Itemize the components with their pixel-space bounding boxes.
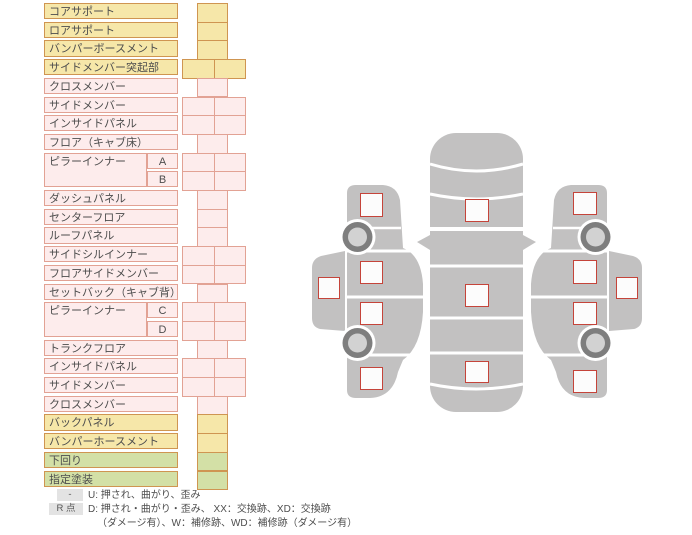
part-label: ルーフパネル	[44, 227, 178, 244]
damage-cell[interactable]	[182, 152, 215, 173]
damage-cell[interactable]	[197, 21, 228, 42]
part-label: インサイドパネル	[44, 358, 178, 375]
part-sub-label: A	[147, 152, 178, 169]
damage-cell[interactable]	[182, 59, 215, 79]
right-front-door-marker[interactable]	[573, 260, 597, 284]
part-label: バックパネル	[44, 414, 178, 431]
part-label: コアサポート	[44, 3, 178, 20]
damage-cell[interactable]	[182, 171, 215, 191]
part-label: ロアサポート	[44, 21, 178, 38]
right-rear-door-marker[interactable]	[573, 302, 597, 325]
damage-cell[interactable]	[197, 208, 228, 229]
hood-marker[interactable]	[465, 199, 489, 222]
legend-badge-rpoint: R 点	[49, 503, 83, 515]
damage-cell[interactable]	[182, 320, 215, 341]
part-sub-label: B	[147, 171, 178, 188]
part-label: 指定塗装	[44, 470, 178, 487]
damage-cell[interactable]	[197, 414, 228, 435]
damage-cell[interactable]	[182, 358, 215, 378]
part-label: ピラーインナー	[44, 152, 147, 188]
damage-cell[interactable]	[197, 395, 228, 416]
part-label: ピラーインナー	[44, 302, 147, 338]
damage-cell[interactable]	[182, 246, 215, 266]
damage-cell[interactable]	[197, 190, 228, 210]
part-sub-label: C	[147, 302, 178, 319]
damage-cell[interactable]	[182, 377, 215, 397]
part-label: バンパーボースメント	[44, 40, 178, 57]
right-front-fender-marker[interactable]	[573, 192, 597, 215]
part-label: フロア（キャブ床）	[44, 133, 178, 151]
part-label: サイドメンバー	[44, 377, 178, 394]
damage-cell[interactable]	[197, 283, 228, 304]
damage-cell[interactable]	[197, 3, 228, 23]
damage-cell[interactable]	[182, 115, 215, 135]
damage-cell[interactable]	[214, 302, 246, 322]
part-label: サイドメンバー	[44, 96, 178, 113]
part-label: 下回り	[44, 451, 178, 468]
damage-cell[interactable]	[214, 377, 246, 397]
part-label: フロアサイドメンバー	[44, 264, 178, 281]
damage-cell[interactable]	[214, 96, 246, 117]
damage-cell[interactable]	[197, 133, 228, 154]
damage-cell[interactable]	[214, 59, 246, 79]
legend-text-d: D: 押され・曲がり・歪み、 XX：交換跡、XD：交換跡	[88, 504, 331, 515]
damage-cell[interactable]	[214, 264, 246, 285]
part-label: バンパーホースメント	[44, 433, 178, 450]
damage-cell[interactable]	[197, 40, 228, 61]
left-rear-fender-marker[interactable]	[360, 367, 383, 390]
right-rear-fender-marker[interactable]	[573, 370, 597, 393]
left-sill-marker[interactable]	[318, 277, 340, 299]
left-front-fender-marker[interactable]	[360, 193, 383, 217]
damage-cell[interactable]	[197, 77, 228, 98]
damage-cell[interactable]	[197, 470, 228, 491]
damage-cell[interactable]	[197, 339, 228, 360]
part-label: クロスメンバー	[44, 395, 178, 412]
part-label: ダッシュパネル	[44, 190, 178, 207]
damage-cell[interactable]	[214, 246, 246, 266]
trunk-marker[interactable]	[465, 361, 489, 383]
part-label: サイドメンバー突起部	[44, 59, 178, 76]
damage-cell[interactable]	[214, 171, 246, 191]
damage-cell[interactable]	[182, 264, 215, 285]
part-sub-label: D	[147, 320, 178, 338]
damage-cell[interactable]	[214, 152, 246, 173]
damage-cell[interactable]	[182, 96, 215, 117]
part-label: トランクフロア	[44, 339, 178, 356]
legend-badge-normal: -	[57, 489, 83, 501]
part-label: セットバック（キャブ背）	[44, 283, 178, 300]
left-rear-door-marker[interactable]	[360, 302, 383, 325]
damage-cell[interactable]	[182, 302, 215, 322]
right-sill-marker[interactable]	[616, 277, 638, 299]
part-label: インサイドパネル	[44, 115, 178, 132]
damage-cell[interactable]	[197, 227, 228, 248]
part-label: センターフロア	[44, 208, 178, 225]
damage-cell[interactable]	[214, 320, 246, 341]
legend-text-d-cont: （ダメージ有）、W：補修跡、WD：補修跡（ダメージ有）	[97, 518, 358, 529]
damage-cell[interactable]	[214, 115, 246, 135]
legend-text-u: U: 押され、曲がり、歪み	[88, 490, 201, 501]
damage-cell[interactable]	[197, 433, 228, 453]
left-front-door-marker[interactable]	[360, 261, 383, 284]
damage-cell[interactable]	[214, 358, 246, 378]
part-label: クロスメンバー	[44, 77, 178, 94]
part-label: サイドシルインナー	[44, 246, 178, 263]
roof-marker[interactable]	[465, 284, 489, 307]
damage-cell[interactable]	[197, 451, 228, 472]
